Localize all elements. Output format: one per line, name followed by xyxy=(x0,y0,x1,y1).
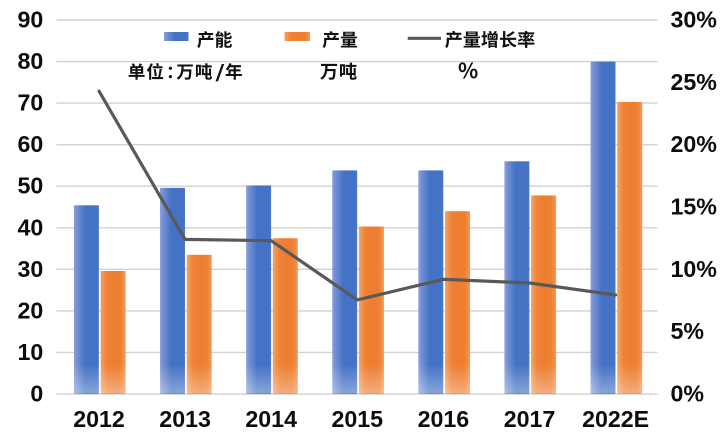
svg-text:60: 60 xyxy=(18,131,44,157)
svg-text:10: 10 xyxy=(18,339,44,365)
svg-text:2016: 2016 xyxy=(418,406,470,432)
svg-text:40: 40 xyxy=(18,214,44,240)
svg-text:2014: 2014 xyxy=(245,406,297,432)
svg-text:30: 30 xyxy=(18,256,44,282)
svg-text:80: 80 xyxy=(18,48,44,74)
svg-text:15%: 15% xyxy=(671,194,717,220)
svg-text:30%: 30% xyxy=(671,7,717,33)
svg-text:10%: 10% xyxy=(671,256,717,282)
svg-text:70: 70 xyxy=(18,90,44,116)
svg-text:0: 0 xyxy=(30,381,43,407)
svg-text:2022E: 2022E xyxy=(582,406,649,432)
svg-text:90: 90 xyxy=(18,7,44,33)
svg-text:2012: 2012 xyxy=(73,406,125,432)
svg-text:0%: 0% xyxy=(671,381,705,407)
svg-text:20%: 20% xyxy=(671,131,717,157)
svg-text:2013: 2013 xyxy=(159,406,211,432)
svg-text:2017: 2017 xyxy=(504,406,556,432)
svg-text:2015: 2015 xyxy=(332,406,384,432)
svg-text:50: 50 xyxy=(18,173,44,199)
svg-text:20: 20 xyxy=(18,297,44,323)
svg-text:25%: 25% xyxy=(671,69,717,95)
svg-text:5%: 5% xyxy=(671,318,705,344)
